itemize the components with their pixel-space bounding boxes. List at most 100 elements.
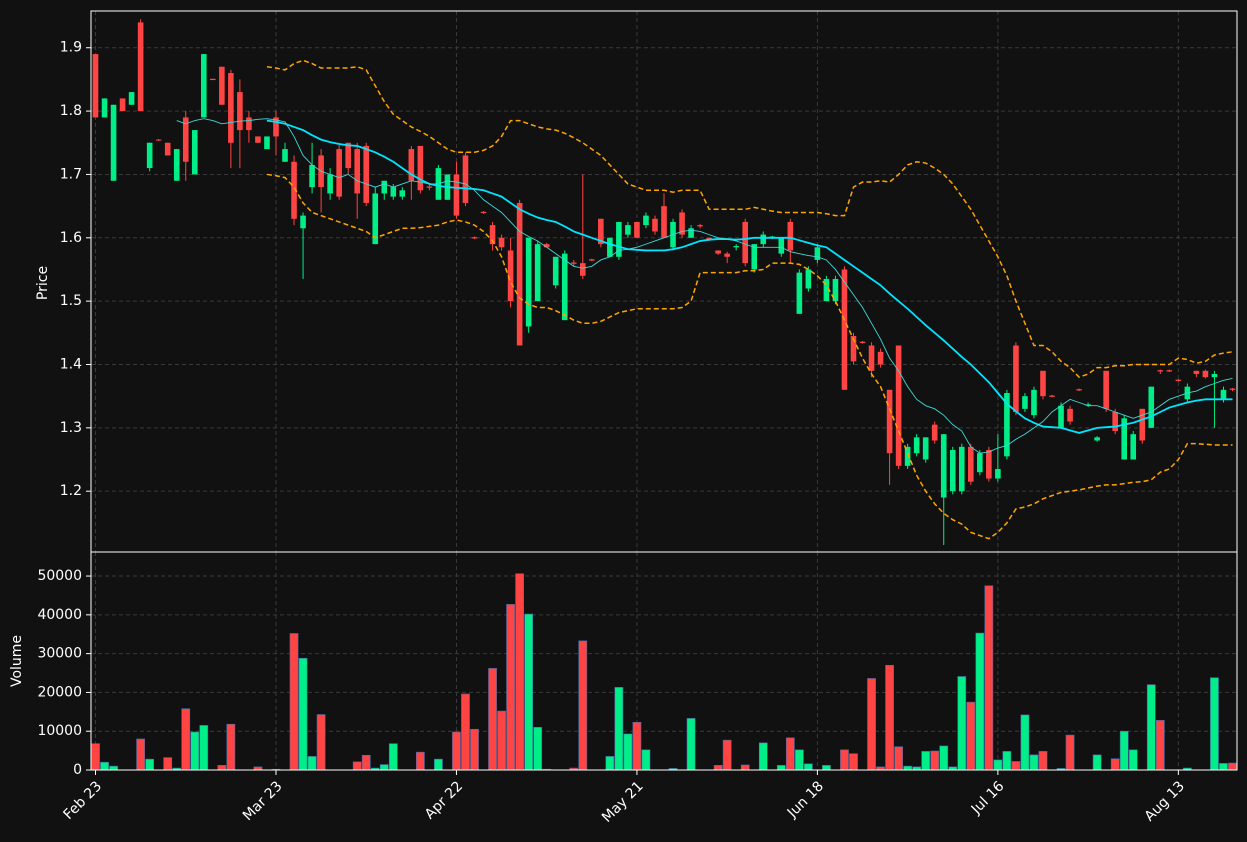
candle-body bbox=[489, 225, 496, 245]
volume-bar bbox=[1002, 751, 1012, 771]
candle-body bbox=[832, 278, 839, 302]
volume-bar bbox=[722, 739, 732, 771]
candle-body bbox=[173, 149, 180, 181]
candle-body bbox=[1004, 392, 1010, 457]
candle-body bbox=[688, 228, 694, 238]
candle-body bbox=[913, 437, 920, 454]
candle-body bbox=[191, 130, 198, 175]
candle-body bbox=[309, 164, 315, 188]
candle-body bbox=[354, 149, 360, 194]
volume-bar bbox=[506, 604, 515, 771]
line-series bbox=[266, 173, 1233, 540]
volume-bar bbox=[984, 585, 994, 771]
candle-body bbox=[119, 98, 126, 112]
candle-body bbox=[1049, 395, 1055, 397]
candle-body bbox=[733, 246, 739, 248]
volume-bar bbox=[894, 746, 903, 771]
y-tick-label: 1.6 bbox=[60, 230, 82, 246]
volume-bar bbox=[849, 753, 858, 771]
candle-body bbox=[814, 247, 821, 260]
volume-bar bbox=[840, 749, 849, 771]
volume-bar bbox=[1092, 754, 1102, 771]
volume-bar bbox=[1219, 763, 1228, 771]
candle-body bbox=[282, 149, 288, 162]
candle-body bbox=[841, 269, 848, 390]
candle-body bbox=[110, 104, 117, 181]
y-tick-label: 30000 bbox=[37, 646, 82, 662]
volume-bar bbox=[885, 664, 894, 771]
candle-body bbox=[228, 73, 234, 143]
volume-bar bbox=[1020, 714, 1030, 771]
candle-body bbox=[462, 155, 469, 203]
candle-body bbox=[949, 450, 956, 492]
volume-bar bbox=[1228, 762, 1237, 771]
candle-body bbox=[1175, 379, 1182, 381]
candle-body bbox=[453, 174, 460, 216]
candle-body bbox=[426, 186, 433, 188]
y-tick-label: 40000 bbox=[37, 607, 82, 623]
candle-body bbox=[1112, 411, 1118, 432]
candle-body bbox=[1121, 418, 1128, 460]
candle-body bbox=[155, 139, 162, 141]
candle-body bbox=[534, 244, 541, 302]
candle-body bbox=[372, 193, 379, 245]
volume-bar bbox=[921, 751, 931, 771]
volume-bar bbox=[352, 761, 362, 771]
candle-body bbox=[922, 437, 929, 460]
candle-body bbox=[931, 424, 938, 441]
candle-body bbox=[995, 469, 1001, 479]
volume-bar bbox=[614, 687, 624, 771]
candle-body bbox=[589, 259, 595, 261]
volume-bar bbox=[1128, 749, 1138, 771]
candle-body bbox=[381, 180, 388, 194]
candle-body bbox=[859, 341, 866, 343]
volume-bar bbox=[145, 758, 155, 771]
candle-body bbox=[616, 221, 622, 257]
candle-body bbox=[661, 206, 667, 238]
y-tick-label: 10000 bbox=[37, 723, 82, 739]
candle-body bbox=[219, 66, 225, 105]
candle-body bbox=[1202, 370, 1209, 378]
volume-bar bbox=[686, 718, 696, 771]
candle-body bbox=[561, 253, 568, 321]
candle-body bbox=[1040, 370, 1046, 397]
y-tick-label: 1.7 bbox=[60, 166, 82, 182]
candle-body bbox=[1076, 389, 1082, 391]
candle-body bbox=[1058, 405, 1064, 428]
candle-body bbox=[570, 262, 577, 264]
candle-body bbox=[850, 335, 857, 362]
volume-bar bbox=[1011, 761, 1021, 771]
candle-body bbox=[1031, 389, 1037, 416]
candle-body bbox=[986, 450, 992, 479]
candle-body bbox=[92, 54, 99, 118]
candle-body bbox=[634, 221, 640, 238]
volume-bar bbox=[199, 725, 209, 771]
candle-body bbox=[246, 117, 252, 131]
volume-bar bbox=[461, 693, 470, 771]
candle-body bbox=[210, 78, 216, 81]
candle-body bbox=[1220, 389, 1227, 400]
volume-bar bbox=[758, 742, 768, 771]
candle-body bbox=[1157, 370, 1164, 372]
candle-body bbox=[706, 237, 712, 240]
candle-body bbox=[525, 237, 532, 327]
volume-bar bbox=[903, 765, 912, 771]
candle-body bbox=[264, 136, 270, 150]
candle-body bbox=[1148, 386, 1155, 428]
volume-bar bbox=[822, 765, 831, 771]
volume-bar bbox=[641, 749, 651, 771]
candle-body bbox=[255, 136, 261, 143]
candle-body bbox=[336, 149, 342, 197]
candle-body bbox=[977, 453, 983, 473]
panel-frame bbox=[90, 551, 1238, 771]
candle-body bbox=[1013, 345, 1019, 412]
volume-bar bbox=[740, 764, 750, 771]
volume-bar bbox=[785, 737, 795, 771]
line-series bbox=[266, 59, 1233, 379]
volume-bar bbox=[975, 632, 985, 771]
y-tick-label: 1.5 bbox=[60, 293, 82, 309]
y-axis-label: Volume bbox=[9, 635, 25, 687]
candle-body bbox=[101, 98, 108, 118]
candle-body bbox=[182, 117, 189, 162]
